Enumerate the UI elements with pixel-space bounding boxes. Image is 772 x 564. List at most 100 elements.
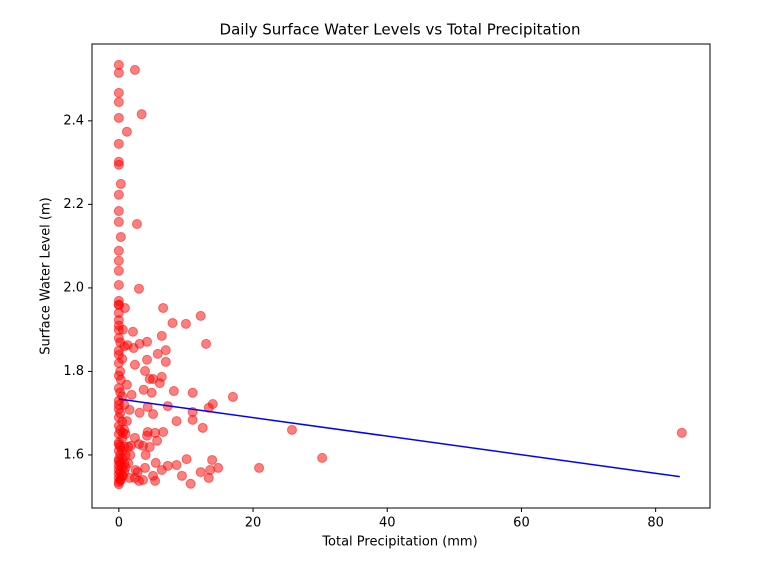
data-point (213, 462, 224, 473)
axes-frame (91, 43, 711, 509)
data-point (113, 299, 124, 310)
chart-title: Daily Surface Water Levels vs Total Prec… (220, 21, 581, 39)
data-point (254, 462, 265, 473)
data-point (160, 356, 171, 367)
data-point (286, 424, 297, 435)
data-point (113, 112, 124, 123)
data-point (144, 442, 155, 453)
data-point (113, 189, 124, 200)
data-point (115, 374, 126, 385)
data-point (207, 454, 218, 465)
data-point (125, 449, 136, 460)
data-point (156, 330, 167, 341)
y-tick-label: 2.2 (63, 197, 84, 212)
data-point (120, 429, 131, 440)
data-point (171, 459, 182, 470)
data-point (129, 472, 140, 483)
data-point (113, 159, 124, 170)
data-point (115, 178, 126, 189)
data-point (113, 138, 124, 149)
data-point (197, 422, 208, 433)
data-point (113, 265, 124, 276)
data-point (187, 387, 198, 398)
data-point (113, 439, 124, 450)
data-point (203, 472, 214, 483)
data-point (203, 402, 214, 413)
data-point (676, 427, 687, 438)
data-point (117, 324, 128, 335)
data-point (142, 430, 153, 441)
data-point (117, 416, 128, 427)
data-point (156, 464, 167, 475)
regression-line (118, 398, 680, 478)
data-point (129, 64, 140, 75)
data-point (113, 307, 124, 318)
data-point (131, 219, 142, 230)
data-point (123, 458, 134, 469)
data-point (167, 317, 178, 328)
data-point (185, 478, 196, 489)
data-point (113, 216, 124, 227)
data-point (129, 359, 140, 370)
data-point (158, 302, 169, 313)
data-point (317, 452, 328, 463)
data-point (195, 467, 206, 478)
data-point (113, 456, 124, 467)
plot-area (113, 59, 687, 490)
data-point (171, 416, 182, 427)
data-point (148, 409, 159, 420)
data-point (113, 279, 124, 290)
data-point (180, 318, 191, 329)
data-point (127, 326, 138, 337)
data-point (154, 378, 165, 389)
data-point (142, 354, 153, 365)
data-point (113, 87, 124, 98)
x-tick-label: 80 (647, 516, 664, 531)
y-tick-label: 1.8 (63, 364, 84, 379)
data-point (150, 475, 161, 486)
data-point (140, 449, 151, 460)
data-point (152, 348, 163, 359)
data-point (119, 341, 130, 352)
data-point (134, 407, 145, 418)
data-point (146, 387, 157, 398)
x-tick-label: 20 (245, 516, 262, 531)
data-point (115, 231, 126, 242)
data-point (113, 67, 124, 78)
x-tick-label: 0 (115, 516, 123, 531)
data-point (181, 454, 192, 465)
data-point (123, 441, 134, 452)
data-point (160, 345, 171, 356)
data-point (113, 399, 124, 410)
data-point (113, 97, 124, 108)
data-point (140, 366, 151, 377)
data-point (115, 366, 126, 377)
data-point (201, 338, 212, 349)
data-point (117, 470, 128, 481)
data-point (113, 255, 124, 266)
data-point (126, 389, 137, 400)
data-point (133, 283, 144, 294)
data-point (121, 126, 132, 137)
data-point (115, 408, 126, 419)
data-point (150, 457, 161, 468)
data-point (113, 206, 124, 217)
data-point (195, 310, 206, 321)
y-tick-label: 1.6 (63, 447, 84, 462)
data-point (152, 435, 163, 446)
data-point (113, 245, 124, 256)
data-point (136, 109, 147, 120)
x-tick-label: 60 (513, 516, 530, 531)
y-tick-label: 2.0 (63, 280, 84, 295)
data-point (140, 462, 151, 473)
data-point (187, 414, 198, 425)
data-point (128, 343, 139, 354)
y-tick-label: 2.4 (63, 113, 84, 128)
y-axis-label: Surface Water Level (m) (39, 197, 54, 354)
data-point (113, 349, 124, 360)
data-point (176, 470, 187, 481)
data-point (227, 391, 238, 402)
data-point (168, 386, 179, 397)
